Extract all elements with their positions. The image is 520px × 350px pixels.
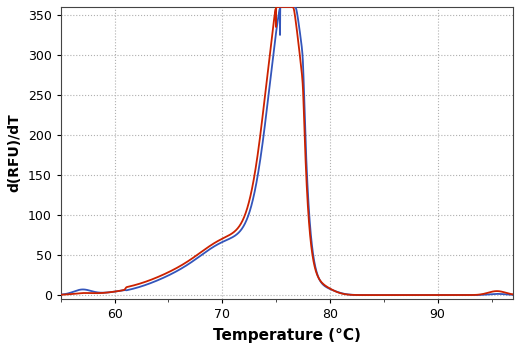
X-axis label: Temperature (°C): Temperature (°C) — [213, 328, 361, 343]
Y-axis label: d(RFU)/dT: d(RFU)/dT — [7, 114, 21, 192]
